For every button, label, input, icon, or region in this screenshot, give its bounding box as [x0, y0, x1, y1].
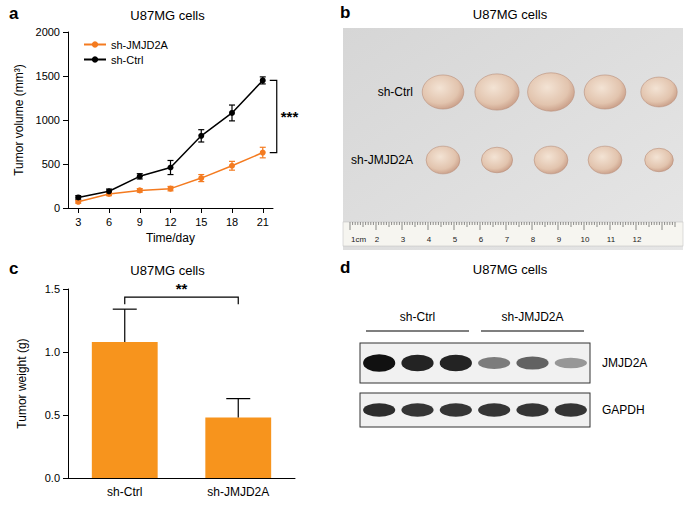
- svg-text:500: 500: [42, 158, 60, 170]
- svg-text:U87MG cells: U87MG cells: [473, 262, 548, 277]
- svg-text:**: **: [176, 280, 188, 297]
- svg-text:sh-Ctrl: sh-Ctrl: [378, 85, 413, 99]
- svg-text:d: d: [340, 258, 350, 277]
- svg-text:JMJD2A: JMJD2A: [602, 356, 647, 370]
- svg-text:12: 12: [164, 216, 176, 228]
- svg-text:15: 15: [195, 216, 207, 228]
- svg-text:Tumor volume (mm³): Tumor volume (mm³): [12, 64, 26, 176]
- svg-text:1000: 1000: [36, 114, 60, 126]
- svg-text:8: 8: [531, 235, 536, 244]
- svg-text:6: 6: [479, 235, 484, 244]
- svg-text:18: 18: [226, 216, 238, 228]
- svg-text:5: 5: [453, 235, 458, 244]
- svg-text:Time/day: Time/day: [146, 231, 195, 245]
- svg-text:1.0: 1.0: [45, 346, 60, 358]
- svg-text:1.5: 1.5: [45, 283, 60, 295]
- svg-text:U87MG cells: U87MG cells: [130, 8, 205, 23]
- svg-text:c: c: [9, 259, 18, 278]
- svg-text:0.5: 0.5: [45, 409, 60, 421]
- svg-text:7: 7: [505, 235, 510, 244]
- svg-text:Tumor weight (g): Tumor weight (g): [15, 338, 29, 428]
- svg-text:9: 9: [557, 235, 562, 244]
- svg-text:3: 3: [401, 235, 406, 244]
- svg-text:***: ***: [281, 108, 299, 125]
- svg-text:1cm: 1cm: [351, 235, 366, 244]
- svg-text:0: 0: [54, 202, 60, 214]
- svg-text:U87MG cells: U87MG cells: [130, 263, 205, 278]
- svg-text:3: 3: [75, 216, 81, 228]
- svg-text:sh-JMJD2A: sh-JMJD2A: [111, 39, 169, 51]
- svg-text:1500: 1500: [36, 70, 60, 82]
- svg-text:b: b: [340, 3, 350, 22]
- svg-text:2: 2: [375, 235, 380, 244]
- svg-text:a: a: [9, 4, 19, 23]
- svg-text:2000: 2000: [36, 26, 60, 38]
- svg-text:GAPDH: GAPDH: [602, 403, 645, 417]
- svg-text:11: 11: [607, 235, 616, 244]
- svg-text:9: 9: [137, 216, 143, 228]
- svg-text:6: 6: [106, 216, 112, 228]
- svg-text:U87MG cells: U87MG cells: [473, 7, 548, 22]
- svg-text:12: 12: [633, 235, 642, 244]
- svg-text:sh-Ctrl: sh-Ctrl: [400, 310, 435, 324]
- svg-text:10: 10: [581, 235, 590, 244]
- svg-text:sh-JMJD2A: sh-JMJD2A: [351, 153, 413, 167]
- svg-text:sh-Ctrl: sh-Ctrl: [111, 54, 143, 66]
- svg-text:sh-JMJD2A: sh-JMJD2A: [501, 310, 563, 324]
- svg-text:sh-JMJD2A: sh-JMJD2A: [207, 485, 269, 499]
- svg-text:0.0: 0.0: [45, 472, 60, 484]
- svg-text:21: 21: [257, 216, 269, 228]
- svg-text:sh-Ctrl: sh-Ctrl: [107, 485, 142, 499]
- svg-text:4: 4: [427, 235, 432, 244]
